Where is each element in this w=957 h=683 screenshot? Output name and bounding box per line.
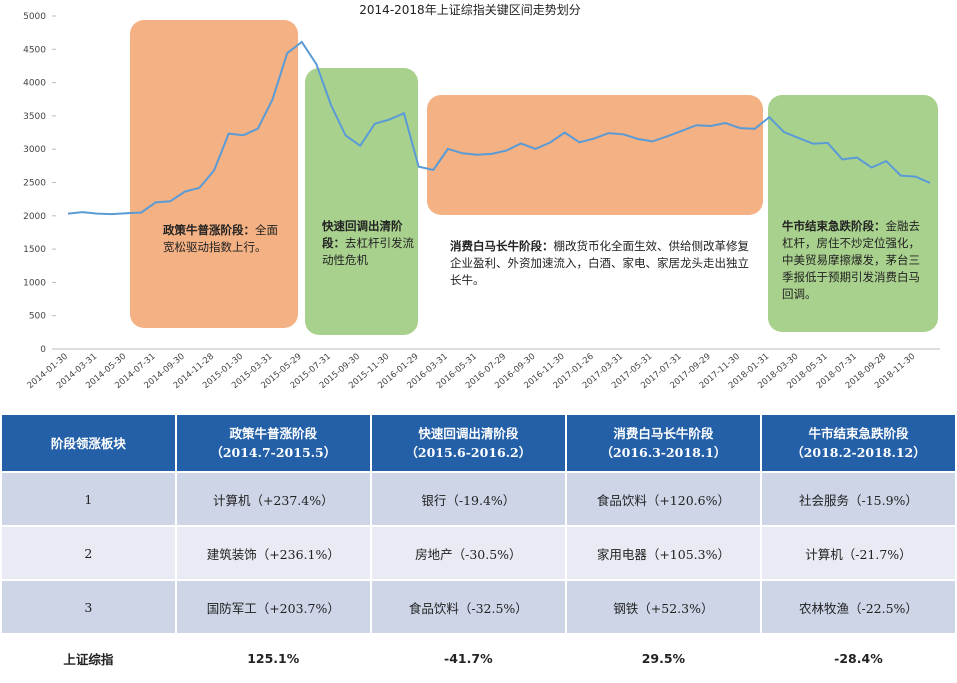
- y-tick-label: 500: [29, 312, 46, 322]
- phase-note: 快速回调出清阶段：去杠杆引发流动性危机: [322, 218, 414, 269]
- phase-title: 牛市结束急跌阶段：: [782, 219, 886, 233]
- header-cell: 政策牛普涨阶段 （2014.7-2015.5）: [174, 413, 372, 473]
- y-tick-label: 1500: [23, 245, 46, 255]
- phase-text: 去杠杆引发流动性危机: [322, 236, 414, 267]
- table-cell: -41.7%: [369, 633, 567, 683]
- table-cell: 社会服务（-15.9%）: [759, 471, 957, 527]
- table-cell: 食品饮料（-32.5%）: [369, 579, 567, 635]
- table-cell: -28.4%: [759, 633, 957, 683]
- header-cell: 牛市结束急跌阶段 （2018.2-2018.12）: [759, 413, 957, 473]
- y-tick-label: 2000: [23, 212, 46, 222]
- y-tick-label: 3000: [23, 145, 46, 155]
- phase-note: 政策牛普涨阶段：全面宽松驱动指数上行。: [163, 222, 285, 256]
- phase-region: [427, 95, 763, 215]
- phase-text: 全面宽松驱动指数上行。: [163, 223, 278, 254]
- table-row: 上证综指 125.1% -41.7% 29.5% -28.4%: [0, 633, 957, 683]
- table-cell: 家用电器（+105.3%）: [564, 525, 762, 581]
- header-cell: 阶段领涨板块: [0, 413, 177, 473]
- y-tick-label: 4000: [23, 79, 46, 89]
- chart: 2014-2018年上证综指关键区间走势划分 0 500 1000 1500 2000 2…: [23, 2, 940, 391]
- table-row: 1 计算机（+237.4%） 银行（-19.4%） 食品饮料（+120.6%） 社会服务…: [0, 471, 957, 527]
- y-tick-label: 4500: [23, 45, 46, 55]
- table-cell: 125.1%: [174, 633, 372, 683]
- table-cell: 农林牧渔（-22.5%）: [759, 579, 957, 635]
- table-cell: 房地产（-30.5%）: [369, 525, 567, 581]
- table-row: 3 国防军工（+203.7%） 食品饮料（-32.5%） 钢铁（+52.3%） 农林牧渔…: [0, 579, 957, 635]
- phase-region: [305, 68, 418, 335]
- phase-note: 消费白马长牛阶段：棚改货币化全面生效、供给侧改革修复企业盈利、外资加速流入，白酒…: [450, 238, 750, 289]
- phase-region: [130, 20, 298, 328]
- sector-table: 阶段领涨板块 政策牛普涨阶段 （2014.7-2015.5） 快速回调出清阶段 （2…: [0, 413, 957, 683]
- index-line: [67, 40, 931, 216]
- y-tick-label: 0: [40, 345, 46, 355]
- y-tick-label: 5000: [23, 12, 46, 22]
- table-cell: 国防军工（+203.7%）: [174, 579, 372, 635]
- y-tick-label: 3500: [23, 112, 46, 122]
- phase-title: 政策牛普涨阶段：: [163, 223, 255, 237]
- y-tick-label: 1000: [23, 278, 46, 288]
- y-tick-label: 2500: [23, 179, 46, 189]
- phase-text: 金融去杠杆，房住不炒定位强化，中美贸易摩擦爆发，茅台三季报低于预期引发消费白马回…: [782, 219, 920, 301]
- table-row: 2 建筑装饰（+236.1%） 房地产（-30.5%） 家用电器（+105.3%） 计算…: [0, 525, 957, 581]
- header-cell: 快速回调出清阶段 （2015.6-2016.2）: [369, 413, 567, 473]
- chart-title: 2014-2018年上证综指关键区间走势划分: [359, 2, 580, 17]
- table-cell: 计算机（+237.4%）: [174, 471, 372, 527]
- table-cell: 上证综指: [0, 633, 177, 683]
- phase-title: 快速回调出清阶段：: [322, 219, 403, 250]
- header-row: 阶段领涨板块 政策牛普涨阶段 （2014.7-2015.5） 快速回调出清阶段 （2…: [0, 413, 957, 473]
- table-cell: 食品饮料（+120.6%）: [564, 471, 762, 527]
- table-cell: 银行（-19.4%）: [369, 471, 567, 527]
- table-cell: 1: [0, 471, 177, 527]
- table-cell: 钢铁（+52.3%）: [564, 579, 762, 635]
- table-cell: 建筑装饰（+236.1%）: [174, 525, 372, 581]
- header-cell: 消费白马长牛阶段 （2016.3-2018.1）: [564, 413, 762, 473]
- table-cell: 2: [0, 525, 177, 581]
- phase-note: 牛市结束急跌阶段：金融去杠杆，房住不炒定位强化，中美贸易摩擦爆发，茅台三季报低于…: [782, 218, 920, 303]
- table-cell: 29.5%: [564, 633, 762, 683]
- table-cell: 3: [0, 579, 177, 635]
- phase-title: 消费白马长牛阶段：: [450, 239, 554, 253]
- phase-region: [768, 95, 938, 332]
- phase-text: 棚改货币化全面生效、供给侧改革修复企业盈利、外资加速流入，白酒、家电、家居龙头走…: [450, 239, 749, 287]
- table-cell: 计算机（-21.7%）: [759, 525, 957, 581]
